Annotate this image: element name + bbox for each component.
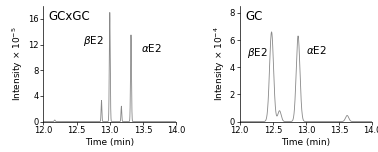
X-axis label: Time (min): Time (min) — [85, 138, 134, 147]
Text: $\alpha$E2: $\alpha$E2 — [141, 42, 162, 54]
Text: GCxGC: GCxGC — [49, 10, 90, 22]
Y-axis label: Intensity $\times$ 10$^{-4}$: Intensity $\times$ 10$^{-4}$ — [212, 26, 227, 101]
Text: $\alpha$E2: $\alpha$E2 — [306, 44, 327, 56]
Y-axis label: Intensity $\times$ 10$^{-5}$: Intensity $\times$ 10$^{-5}$ — [11, 26, 25, 101]
Text: GC: GC — [245, 10, 262, 22]
Text: $\beta$E2: $\beta$E2 — [83, 34, 104, 48]
Text: $\beta$E2: $\beta$E2 — [246, 47, 267, 60]
X-axis label: Time (min): Time (min) — [282, 138, 331, 147]
